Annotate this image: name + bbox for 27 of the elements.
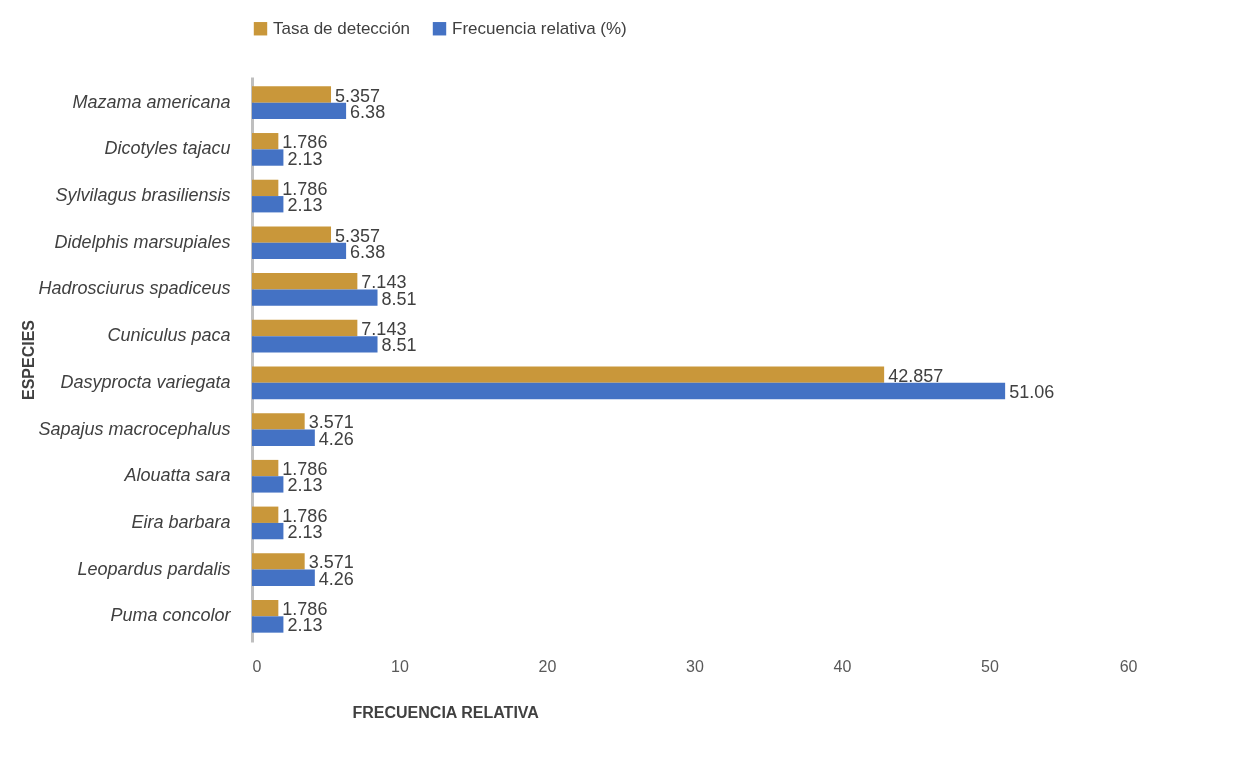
data-label: 2.13 xyxy=(287,615,323,636)
y-tick-label: Mazama americana xyxy=(72,91,231,112)
legend-label: Frecuencia relativa (%) xyxy=(452,18,627,38)
x-tick-label: 0 xyxy=(252,657,262,675)
x-tick-label: 50 xyxy=(981,657,999,675)
x-tick-label: 10 xyxy=(391,657,409,675)
x-tick-label: 30 xyxy=(686,657,704,675)
y-tick-label: Alouatta sara xyxy=(123,465,231,486)
y-tick-label: Dasyprocta variegata xyxy=(60,371,231,392)
x-tick-label: 60 xyxy=(1119,657,1138,675)
y-tick-label: Sapajus macrocephalus xyxy=(38,418,231,439)
data-label: 51.06 xyxy=(1009,382,1055,403)
y-tick-label: Sylvilagus brasiliensis xyxy=(55,185,231,206)
y-tick-label: Leopardus pardalis xyxy=(77,558,231,579)
x-tick-label: 20 xyxy=(538,657,557,675)
x-tick-label: 40 xyxy=(833,657,852,675)
y-tick-label: Dicotyles tajacu xyxy=(104,138,231,159)
x-axis-title: FRECUENCIA RELATIVA xyxy=(352,703,540,721)
y-tick-label: Puma concolor xyxy=(110,605,232,626)
legend-label: Tasa de detección xyxy=(273,18,411,38)
y-tick-label: Didelphis marsupiales xyxy=(54,231,231,252)
y-tick-label: Eira barbara xyxy=(131,511,231,532)
y-tick-label: Cuniculus paca xyxy=(107,325,231,346)
data-label: 2.13 xyxy=(287,475,323,496)
y-tick-label: Hadrosciurus spadiceus xyxy=(38,278,231,299)
y-axis-title: ESPECIES xyxy=(19,319,37,401)
data-label: 42.857 xyxy=(888,365,944,386)
